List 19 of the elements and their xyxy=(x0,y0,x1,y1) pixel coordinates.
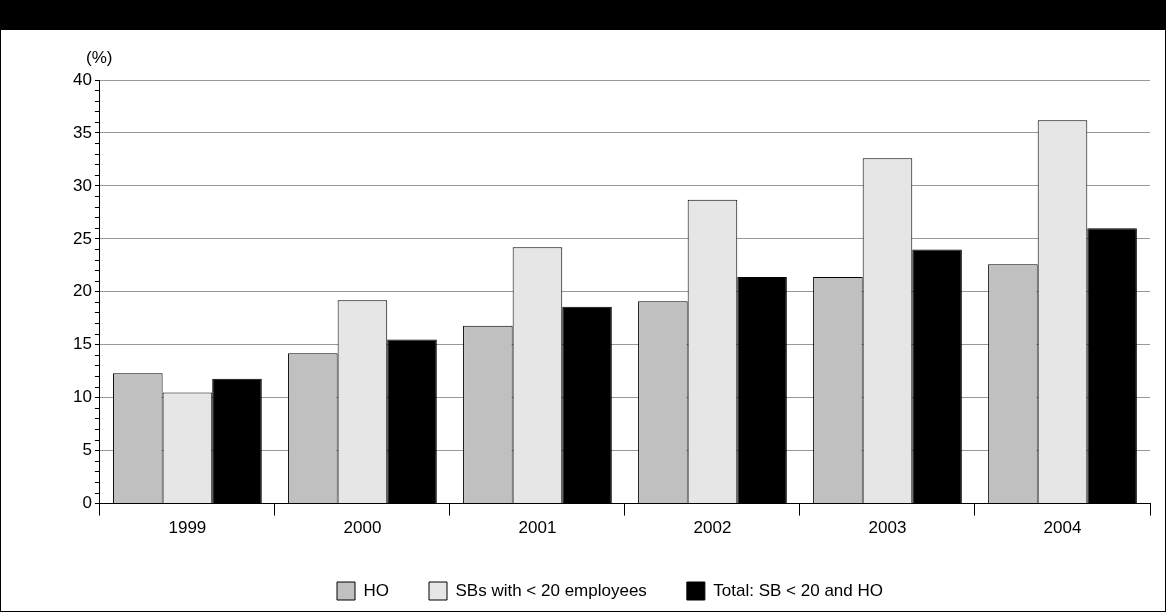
y-tick-label: 0 xyxy=(82,493,92,513)
y-axis-title: (%) xyxy=(86,48,113,68)
y-tick-label: 10 xyxy=(72,387,92,407)
y-tick-label: 15 xyxy=(72,334,92,354)
y-tick-label: 20 xyxy=(72,281,92,301)
legend-label: HO xyxy=(363,580,390,600)
x-tick-label: 2003 xyxy=(868,518,907,538)
x-tick-label: 2002 xyxy=(693,518,732,538)
x-tick-label: 1999 xyxy=(168,518,207,538)
y-tick-label: 5 xyxy=(82,440,92,460)
y-tick-label: 35 xyxy=(72,122,92,142)
y-tick-label: 40 xyxy=(72,69,92,89)
y-tick-label: 25 xyxy=(72,228,92,248)
x-tick-label: 2001 xyxy=(518,518,557,538)
y-tick-label: 30 xyxy=(72,175,92,195)
x-tick-label: 2004 xyxy=(1043,518,1082,538)
legend-label: SBs with < 20 employees xyxy=(455,580,647,600)
x-tick-label: 2000 xyxy=(343,518,382,538)
legend-label: Total: SB < 20 and HO xyxy=(713,580,883,600)
